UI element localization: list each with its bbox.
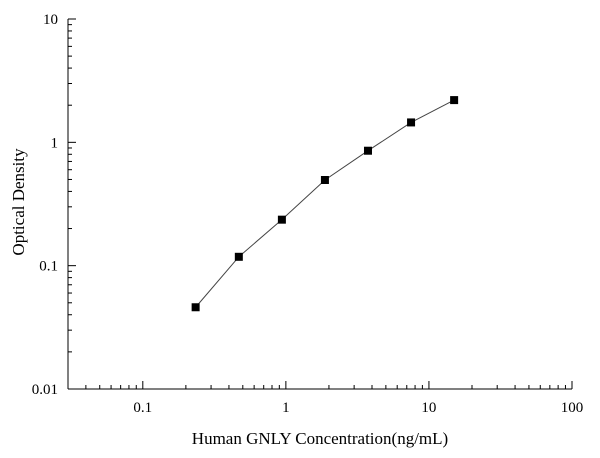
x-tick-label: 10 [421,400,436,416]
y-tick-label: 1 [51,135,59,151]
y-tick-label: 0.01 [32,382,58,398]
data-point [363,146,372,155]
data-point [277,215,286,224]
plot-area [191,96,459,312]
y-tick-label: 0.1 [39,259,58,275]
data-point [407,118,416,127]
x-tick-label: 1 [282,400,290,416]
y-ticks: 0.01 0.1 1 10 [32,12,76,398]
y-axis-title: Optical Density [9,148,28,256]
y-tick-label: 10 [43,12,58,28]
data-point [234,252,243,261]
x-axis-title: Human GNLY Concentration(ng/mL) [192,429,448,448]
data-point [450,96,459,105]
axes [67,19,572,390]
x-tick-label: 0.1 [133,400,152,416]
series-line [195,99,455,308]
data-point [320,176,329,184]
data-point [191,303,200,312]
x-tick-label: 100 [561,400,584,416]
x-ticks: 0.1 1 10 100 [67,381,584,416]
